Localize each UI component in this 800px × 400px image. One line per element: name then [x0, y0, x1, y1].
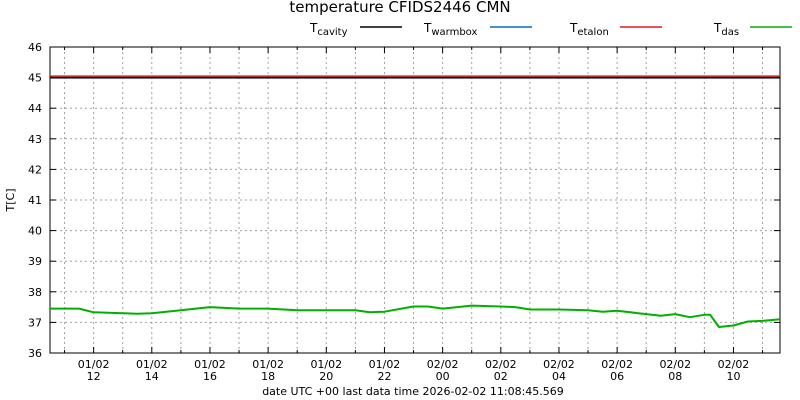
x-tick-label-date: 02/02 [659, 358, 691, 371]
x-tick-label-date: 02/02 [718, 358, 750, 371]
y-tick-label: 41 [28, 194, 42, 207]
x-tick-label-hour: 08 [668, 370, 682, 383]
x-tick-label-date: 01/02 [194, 358, 226, 371]
x-tick-label-hour: 14 [145, 370, 159, 383]
chart-title: temperature CFIDS2446 CMN [289, 0, 510, 16]
series-layer [50, 75, 781, 328]
x-tick-label-hour: 00 [436, 370, 450, 383]
x-tick-label-hour: 18 [261, 370, 275, 383]
y-tick-label: 38 [28, 286, 42, 299]
x-tick-label-date: 01/02 [369, 358, 401, 371]
x-tick-label-hour: 16 [203, 370, 217, 383]
x-tick-label-hour: 22 [377, 370, 391, 383]
x-tick-label-date: 02/02 [485, 358, 517, 371]
x-tick-label-date: 01/02 [136, 358, 168, 371]
x-tick-label-hour: 02 [494, 370, 508, 383]
x-tick-label-hour: 04 [552, 370, 566, 383]
y-tick-label: 36 [28, 347, 42, 360]
x-tick-label-date: 02/02 [427, 358, 459, 371]
legend: Tcavity Twarmbox Tetalon Tdas [309, 21, 792, 38]
legend-label-etalon: Tetalon [569, 21, 609, 38]
x-tick-label-date: 02/02 [543, 358, 575, 371]
y-tick-label: 40 [28, 225, 42, 238]
y-tick-label: 43 [28, 133, 42, 146]
x-axis-label: date UTC +00 last data time 2026-02-02 1… [262, 385, 564, 398]
x-tick-label-hour: 12 [87, 370, 101, 383]
legend-label-cavity: Tcavity [309, 21, 348, 38]
y-tick-label: 39 [28, 255, 42, 268]
y-tick-label: 37 [28, 316, 42, 329]
legend-label-warmbox: Twarmbox [423, 21, 477, 38]
x-tick-label-date: 01/02 [310, 358, 342, 371]
y-tick-label: 42 [28, 163, 42, 176]
series-line-das [50, 304, 781, 328]
x-tick-label-date: 02/02 [601, 358, 633, 371]
axes: 363738394041424344454601/021201/021401/0… [28, 41, 781, 383]
x-tick-label-hour: 10 [726, 370, 740, 383]
x-tick-label-hour: 06 [610, 370, 624, 383]
y-axis-label: T[C] [4, 189, 17, 213]
legend-label-das: Tdas [713, 21, 739, 38]
x-tick-label-date: 01/02 [78, 358, 110, 371]
y-tick-label: 44 [28, 102, 42, 115]
y-tick-label: 45 [28, 72, 42, 85]
x-tick-label-date: 01/02 [252, 358, 284, 371]
x-tick-label-hour: 20 [319, 370, 333, 383]
y-tick-label: 46 [28, 41, 42, 54]
